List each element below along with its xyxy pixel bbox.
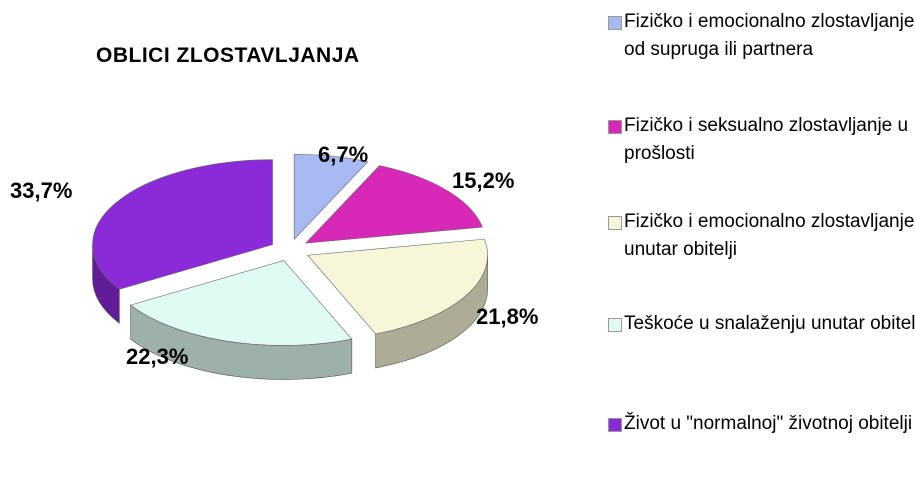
legend-swatch xyxy=(608,216,622,230)
pie-slice-top xyxy=(306,238,488,335)
pie-slice xyxy=(293,153,369,240)
legend-item: Teškoće u snalaženju unutar obitelji xyxy=(604,310,915,338)
data-label: 6,7% xyxy=(318,142,368,167)
legend-label: Teškoće u snalaženju unutar obitelji xyxy=(624,313,915,334)
legend-swatch xyxy=(608,418,622,432)
legend-label: Fizičko i seksualno zlostavljanje u proš… xyxy=(624,115,909,164)
legend-item: Fizičko i seksualno zlostavljanje u proš… xyxy=(604,112,915,168)
pie-slice xyxy=(92,159,273,324)
pie-slice xyxy=(306,238,488,369)
pie-slice xyxy=(304,165,483,244)
data-label: 33,7% xyxy=(10,178,72,203)
pie-chart: 6,7% 15,2% 21,8% 22,3% 33,7% xyxy=(10,142,538,380)
pie-slice-top xyxy=(92,159,273,290)
legend-swatch xyxy=(608,120,622,134)
pie-slice xyxy=(129,260,353,380)
legend-label: Fizičko i emocionalno zlostavljanje od s… xyxy=(624,11,915,60)
data-label: 21,8% xyxy=(476,304,538,329)
legend-label: Fizičko i emocionalno zlostavljanje unut… xyxy=(624,211,915,260)
legend-item: Fizičko i emocionalno zlostavljanje unut… xyxy=(604,208,915,264)
chart-title: OBLICI ZLOSTAVLJANJA xyxy=(96,44,360,67)
data-label: 15,2% xyxy=(452,168,514,193)
pie-slice-top xyxy=(129,260,353,346)
pie-slice-top xyxy=(304,165,483,244)
data-label: 22,3% xyxy=(126,344,188,369)
legend-item: Život u "normalnoj" životnoj obitelji xyxy=(604,410,915,438)
pie-data-labels: 6,7% 15,2% 21,8% 22,3% 33,7% xyxy=(10,142,538,369)
pie-slice-top xyxy=(293,153,369,240)
legend-label: Život u "normalnoj" životnoj obitelji xyxy=(624,413,913,434)
legend-swatch xyxy=(608,318,622,332)
legend-swatch xyxy=(608,16,622,30)
legend-item: Fizičko i emocionalno zlostavljanje od s… xyxy=(604,8,915,64)
pie-slices xyxy=(92,153,488,380)
